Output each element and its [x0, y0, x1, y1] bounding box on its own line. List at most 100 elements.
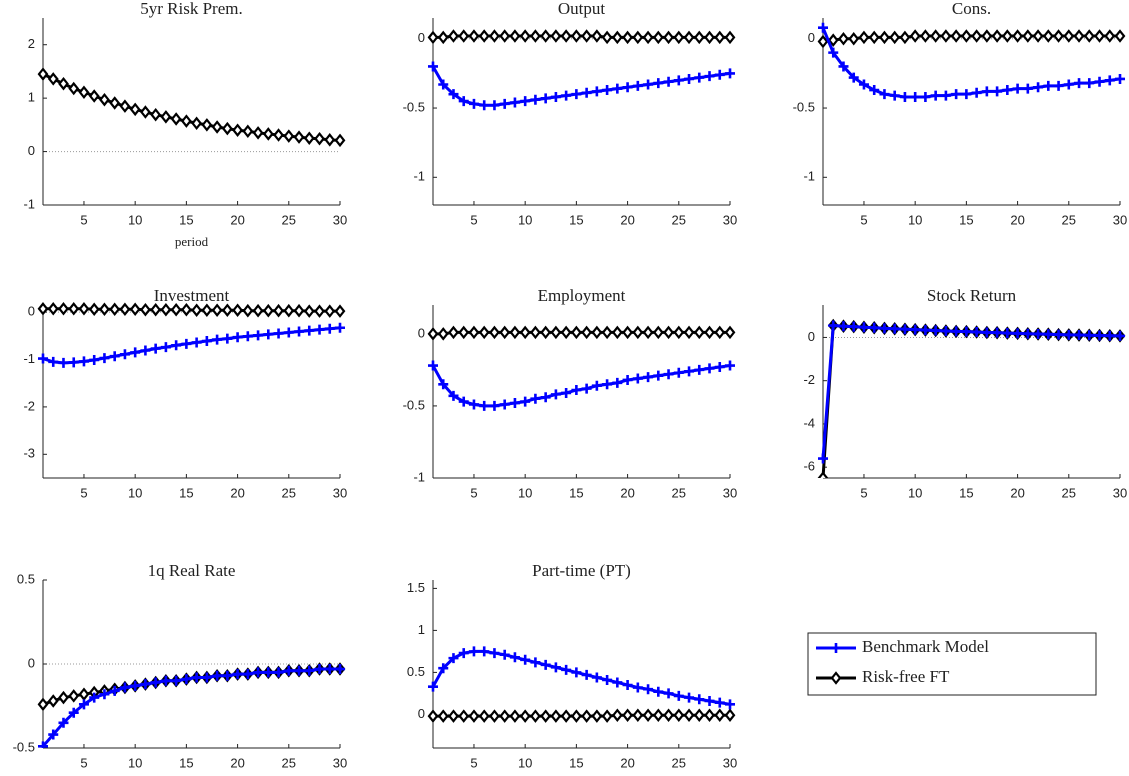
diamond-marker [550, 709, 562, 723]
plus-marker [848, 321, 859, 332]
plus-marker [89, 354, 100, 365]
diamond-marker [817, 471, 829, 478]
diamond-marker [519, 709, 531, 723]
diamond-marker [334, 304, 346, 318]
diamond-marker [201, 303, 213, 317]
diamond-marker [499, 325, 511, 340]
diamond-marker [827, 33, 839, 47]
y-tick-label: -0.5 [13, 739, 35, 754]
plus-marker [591, 380, 602, 391]
diamond-marker [642, 30, 654, 45]
plus-marker [1012, 83, 1023, 94]
plus-marker [704, 363, 715, 374]
plus-marker [889, 90, 900, 101]
x-tick-label: 25 [282, 755, 296, 770]
plus-marker [499, 399, 510, 410]
plus-marker [448, 390, 459, 401]
diamond-marker [509, 29, 521, 43]
panel-title: 5yr Risk Prem. [140, 0, 242, 18]
plus-marker [181, 338, 192, 349]
plus-marker [828, 47, 839, 58]
plus-marker [428, 360, 438, 371]
diamond-marker [920, 29, 931, 43]
plus-marker [981, 86, 992, 97]
plus-marker [458, 648, 469, 659]
x-tick-label: 5 [860, 212, 867, 227]
diamond-marker [530, 709, 541, 723]
diamond-marker [868, 30, 880, 45]
diamond-marker [324, 304, 336, 318]
y-tick-label: -3 [23, 446, 35, 461]
plus-marker [253, 667, 264, 678]
diamond-marker [704, 325, 715, 340]
diamond-marker [817, 34, 829, 49]
diamond-marker [591, 709, 603, 723]
diamond-marker [448, 325, 459, 340]
series-line [431, 65, 731, 107]
plus-marker [428, 681, 438, 692]
plus-marker [212, 670, 223, 681]
diamond-marker [899, 30, 911, 45]
diamond-marker [560, 325, 572, 340]
plot-area [427, 29, 736, 111]
plus-marker [550, 662, 561, 673]
plus-marker [663, 76, 674, 87]
diamond-marker [724, 708, 736, 723]
plus-marker [643, 79, 654, 90]
plus-marker [663, 688, 674, 699]
diamond-marker [140, 105, 151, 119]
plus-marker [109, 351, 120, 362]
diamond-marker [683, 30, 695, 45]
plus-marker [673, 75, 684, 86]
diamond-marker [550, 325, 562, 340]
plus-marker [714, 361, 725, 372]
diamond-marker [211, 120, 223, 134]
plus-marker [530, 657, 541, 668]
plus-marker [540, 93, 551, 104]
plus-marker [130, 680, 141, 691]
diamond-marker [303, 304, 315, 318]
x-tick-label: 5 [470, 485, 477, 500]
plus-marker [622, 374, 633, 385]
panel-title: Output [558, 0, 606, 18]
diamond-marker [879, 30, 890, 45]
plus-marker [1084, 78, 1095, 89]
diamond-marker [78, 687, 90, 702]
plus-marker [520, 396, 531, 407]
diamond-marker [693, 708, 705, 723]
y-tick-label: 0 [418, 706, 425, 721]
plus-marker [961, 89, 972, 100]
x-tick-label: 15 [569, 755, 583, 770]
plus-marker [561, 387, 572, 398]
plus-marker [1104, 75, 1115, 86]
diamond-marker [622, 30, 633, 45]
diamond-marker [652, 30, 664, 45]
diamond-marker [68, 689, 80, 703]
diamond-marker [99, 302, 110, 317]
diamond-marker [971, 29, 983, 43]
plus-marker [428, 61, 438, 72]
diamond-marker [252, 303, 264, 318]
diamond-marker [119, 302, 131, 317]
diamond-marker [211, 303, 223, 317]
diamond-marker [37, 697, 49, 712]
plus-marker [314, 324, 325, 335]
legend-label: Risk-free FT [862, 667, 950, 686]
plus-marker [704, 71, 715, 82]
diamond-marker [714, 708, 726, 723]
diamond-marker [581, 29, 593, 43]
plus-marker [899, 324, 910, 335]
diamond-marker [519, 29, 531, 43]
plus-marker [294, 326, 305, 337]
diamond-marker [940, 29, 952, 43]
plot-area [37, 302, 346, 368]
plus-marker [1043, 80, 1054, 91]
plus-marker [324, 323, 335, 334]
plus-marker [1074, 78, 1085, 89]
plus-marker [1002, 328, 1013, 339]
plus-marker [612, 377, 623, 388]
diamond-marker [273, 128, 284, 142]
plus-marker [838, 61, 849, 72]
y-tick-label: 0 [418, 30, 425, 45]
diamond-marker [652, 325, 664, 340]
